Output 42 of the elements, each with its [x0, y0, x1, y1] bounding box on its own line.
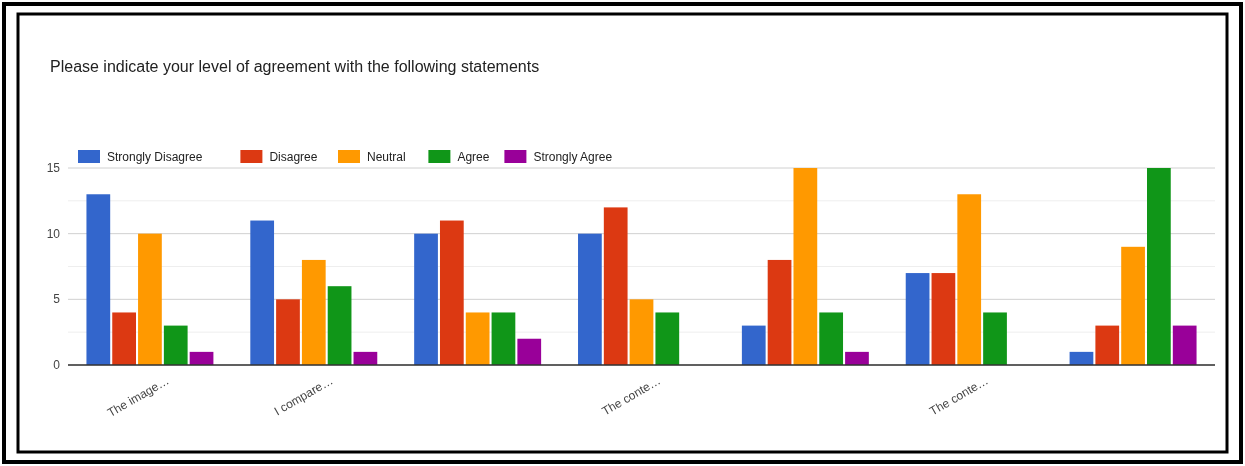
bar — [1172, 325, 1197, 365]
legend-label: Strongly Agree — [533, 150, 613, 164]
legend-label: Neutral — [367, 150, 406, 164]
chart-title: Please indicate your level of agreement with the following statements — [50, 58, 540, 75]
bar — [465, 312, 490, 365]
bar — [491, 312, 516, 365]
bar — [819, 312, 844, 365]
bar — [905, 273, 930, 365]
bar — [767, 259, 792, 365]
bar — [655, 312, 680, 365]
y-tick-label: 10 — [46, 226, 61, 241]
bar — [629, 299, 654, 365]
bar — [439, 220, 464, 365]
bar — [276, 299, 300, 365]
bar — [957, 194, 982, 365]
bar — [1095, 325, 1120, 365]
bar — [603, 207, 628, 365]
x-tick-label: The conte… — [927, 373, 991, 419]
bar — [578, 233, 602, 365]
bar — [793, 168, 818, 365]
bar — [86, 194, 111, 365]
legend-label: Agree — [457, 150, 490, 164]
y-tick-label: 15 — [46, 161, 61, 175]
bar — [741, 325, 766, 365]
bar — [301, 259, 326, 365]
bar — [931, 273, 956, 365]
bar — [1147, 168, 1171, 365]
bar — [327, 286, 352, 365]
y-tick-label: 0 — [53, 358, 61, 372]
bar — [112, 312, 136, 365]
legend-label: Disagree — [269, 150, 318, 164]
bar — [163, 325, 188, 365]
legend-label: Strongly Disagree — [107, 150, 203, 164]
bar — [138, 233, 162, 365]
bar — [414, 233, 438, 365]
bar — [1121, 246, 1145, 365]
bar — [517, 338, 542, 365]
x-tick-label: The conte… — [599, 373, 663, 419]
y-tick-label: 5 — [53, 292, 61, 307]
bar — [983, 312, 1007, 365]
bar — [250, 220, 275, 365]
bar — [845, 351, 869, 365]
